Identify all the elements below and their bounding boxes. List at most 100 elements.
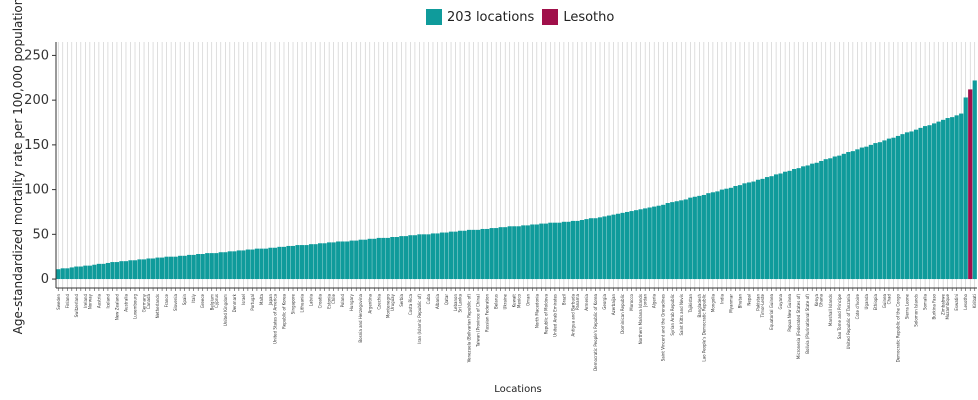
bar xyxy=(218,252,223,280)
bar xyxy=(376,237,381,280)
x-tick-label: Somalia xyxy=(923,293,928,310)
x-tick-label: Venezuela (Bolivarian Republic of) xyxy=(467,294,472,363)
x-tick-label: Chad xyxy=(886,294,891,305)
x-tick-label: Sweden xyxy=(56,294,61,310)
legend-item-base: 203 locations xyxy=(426,9,534,25)
bar xyxy=(913,129,919,280)
bar xyxy=(263,248,269,280)
bar xyxy=(381,237,386,280)
bar xyxy=(634,210,639,280)
bar xyxy=(783,171,788,280)
bar xyxy=(123,261,129,280)
bar xyxy=(232,251,237,280)
bar xyxy=(570,220,576,280)
bar xyxy=(764,177,770,280)
bar xyxy=(643,208,648,280)
bar xyxy=(498,227,503,280)
bar xyxy=(823,159,828,280)
bar xyxy=(900,134,905,280)
bar xyxy=(963,97,968,280)
bar xyxy=(245,249,250,280)
bar xyxy=(408,235,413,280)
bar xyxy=(349,240,354,280)
bar xyxy=(950,117,955,280)
bar xyxy=(579,220,585,280)
bar xyxy=(430,233,436,280)
bar xyxy=(250,249,255,280)
bar xyxy=(638,209,643,280)
x-tick-label: Taiwan (Province of China) xyxy=(476,294,481,348)
legend-label-highlight: Lesotho xyxy=(563,9,615,25)
bar xyxy=(530,224,535,280)
bar xyxy=(485,228,490,280)
bar xyxy=(859,147,864,280)
bar xyxy=(83,265,88,280)
bar xyxy=(561,221,567,280)
bar xyxy=(466,229,472,280)
bar xyxy=(548,222,553,280)
x-tick-label: Costa Rica xyxy=(408,293,413,315)
bar xyxy=(489,228,494,280)
bar xyxy=(737,185,743,280)
x-tick-label: Pakistan xyxy=(756,294,761,311)
x-tick-label: Luxembourg xyxy=(133,294,138,319)
bar xyxy=(719,189,725,280)
x-tick-label: Algeria xyxy=(652,293,657,308)
y-tick-label: 50 xyxy=(32,227,49,242)
bar xyxy=(629,211,634,280)
bar xyxy=(494,228,499,280)
y-ticks: 0 50 100 150 200 250 xyxy=(24,48,56,287)
bar xyxy=(65,268,70,280)
x-tick-label: Cyprus xyxy=(214,294,219,308)
y-tick-label: 0 xyxy=(41,272,49,287)
bar xyxy=(557,222,562,280)
bar xyxy=(751,181,756,280)
bar xyxy=(864,146,869,280)
bar xyxy=(453,231,458,280)
bar xyxy=(74,266,79,280)
bar xyxy=(850,151,855,280)
x-tick-label: United Arab Emirates xyxy=(552,294,557,337)
bar xyxy=(394,237,399,280)
x-tick-label: Jordan xyxy=(643,294,648,308)
bar xyxy=(412,235,418,280)
bar xyxy=(679,200,684,280)
x-tick-label: Equatorial Guinea xyxy=(769,293,774,329)
x-tick-label: Chile xyxy=(331,293,336,304)
bar xyxy=(954,115,959,280)
x-tick-label: Lebanon xyxy=(453,294,458,312)
bar xyxy=(69,267,74,280)
bar xyxy=(922,126,928,280)
bar xyxy=(277,246,282,280)
bar xyxy=(620,212,625,280)
bar xyxy=(128,260,133,280)
bar xyxy=(56,269,61,280)
bar xyxy=(448,231,454,280)
bar xyxy=(114,262,120,280)
bar xyxy=(674,201,679,280)
y-tick-label: 250 xyxy=(24,48,49,63)
x-tick-label: Panama xyxy=(575,293,580,310)
bar xyxy=(877,142,883,280)
bar xyxy=(760,178,765,280)
bar xyxy=(313,244,318,280)
x-tick-label: Qatar xyxy=(444,294,449,306)
bar xyxy=(742,183,747,280)
x-tick-label: Netherlands xyxy=(155,294,160,318)
bar xyxy=(385,237,390,280)
bar xyxy=(435,233,440,280)
x-tick-label: Democratic People's Republic of Korea xyxy=(593,293,598,370)
bar xyxy=(439,232,445,280)
x-tick-label: Ghana xyxy=(819,293,824,307)
x-tick-label: Bolivia (Plurinational State of) xyxy=(805,294,810,354)
x-tick-label: Mongolia xyxy=(710,293,715,312)
x-tick-label: Cote d'Ivoire xyxy=(855,293,860,319)
bar xyxy=(358,239,363,280)
bar xyxy=(308,244,314,280)
bar xyxy=(746,182,752,280)
bar xyxy=(611,214,616,280)
x-tick-label: Brazil xyxy=(561,294,566,305)
x-tick-label: Papua New Guinea xyxy=(787,293,792,331)
x-ticks: Sweden Finland Switzerland Ireland Norway Aus… xyxy=(56,288,977,371)
bar xyxy=(390,237,395,280)
